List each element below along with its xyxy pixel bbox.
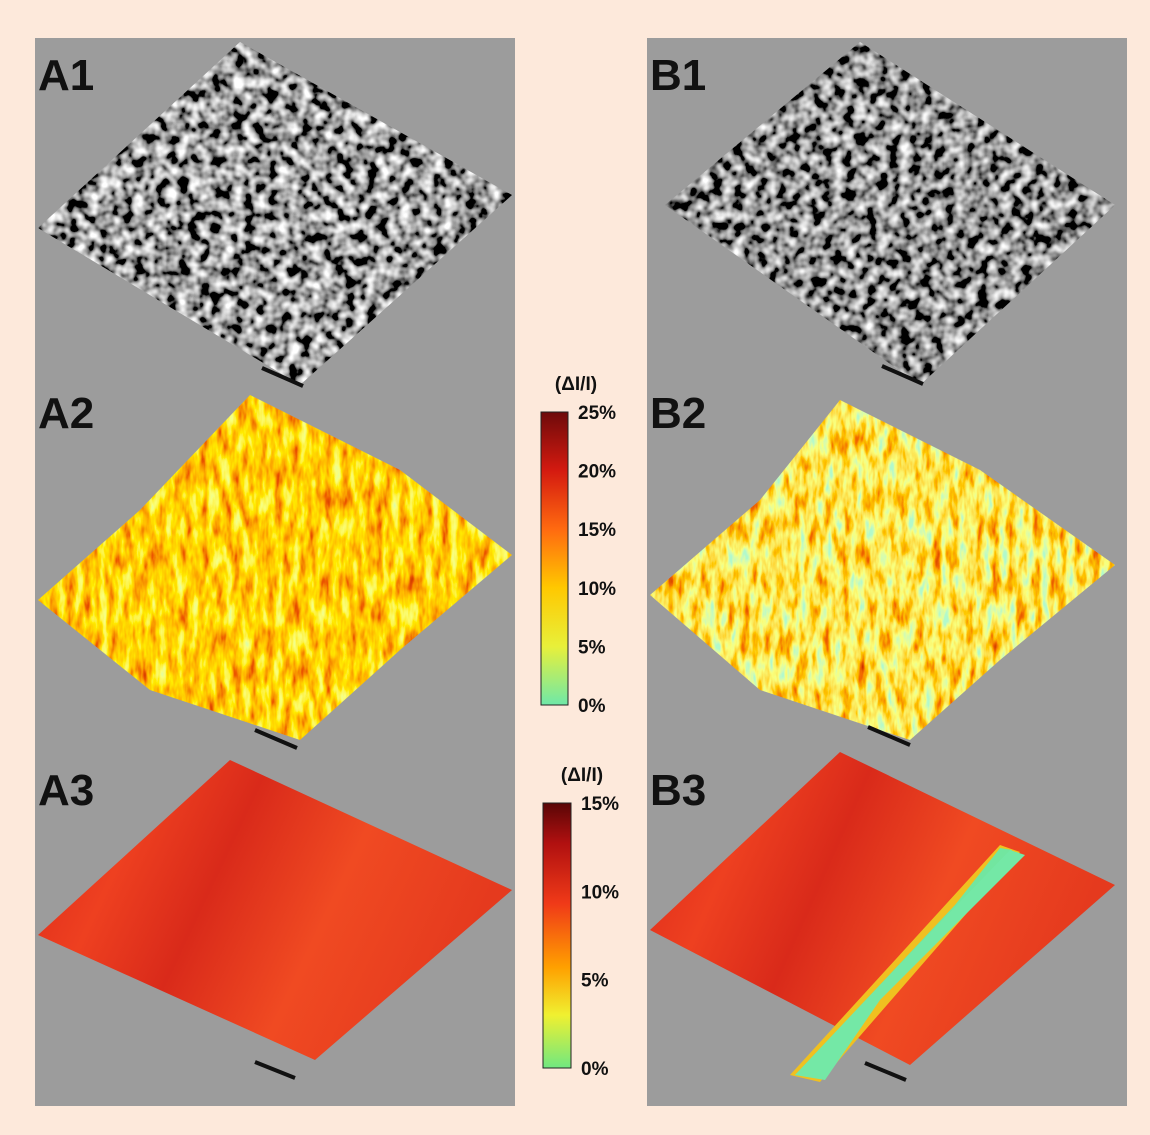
panel-label: B3 bbox=[650, 766, 706, 815]
page: A1 A2 A3 B1 B2 B3 (ΔI/I) 25% 20% 15% 10% 5% 0% (ΔI/I)… bbox=[0, 0, 1150, 1135]
colorbar-tick: 15% bbox=[581, 794, 619, 815]
panel-label: B2 bbox=[650, 389, 706, 438]
colorbar-tick: 5% bbox=[578, 637, 606, 658]
colorbar-tick: 20% bbox=[578, 462, 616, 483]
figure: A1 A2 A3 B1 B2 B3 (ΔI/I) 25% 20% 15% 10% 5% 0% (ΔI/I)… bbox=[0, 0, 1150, 1135]
colorbar bbox=[543, 803, 571, 1068]
colorbar-tick: 10% bbox=[578, 579, 616, 600]
colorbar-tick: 10% bbox=[581, 882, 619, 903]
panel-label: A2 bbox=[38, 389, 94, 438]
panel-label: A3 bbox=[38, 766, 94, 815]
colorbar-tick: 0% bbox=[578, 696, 606, 717]
colorbar-tick: 15% bbox=[578, 520, 616, 541]
panel-label: A1 bbox=[38, 51, 94, 100]
colorbar-tick: 5% bbox=[581, 971, 609, 992]
colorbar-title: (ΔI/I) bbox=[555, 374, 597, 395]
colorbar bbox=[541, 412, 568, 705]
panel-label: B1 bbox=[650, 51, 706, 100]
colorbar-tick: 25% bbox=[578, 403, 616, 424]
colorbar-title: (ΔI/I) bbox=[561, 765, 603, 786]
colorbar-tick: 0% bbox=[581, 1059, 609, 1080]
